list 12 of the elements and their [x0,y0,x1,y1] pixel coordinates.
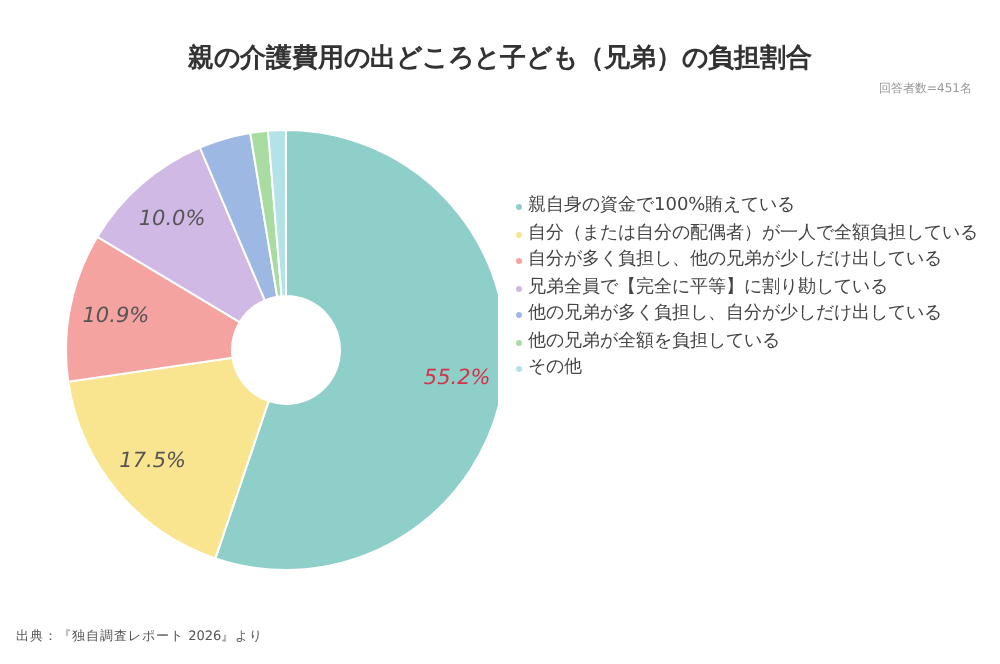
data-label: 17.5% [119,449,187,474]
legend-label: 親自身の資金で100%賄えている [528,194,796,220]
legend-label: その他 [528,356,582,382]
chart-title: 親の介護費用の出どころと子ども（兄弟）の負担割合 [185,41,814,76]
legend-label: 自分（または自分の配偶者）が一人で全額負担している [528,221,978,247]
data-label: 10.0% [138,207,206,232]
legend-label: 自分が多く負担し、他の兄弟が少しだけ出している [528,248,942,274]
data-label: 55.2% [423,366,491,391]
legend-label: 他の兄弟が全額を負担している [528,329,780,355]
legend-label: 兄弟全員で【完全に平等】に割り勘している [528,275,888,301]
legend-label: 他の兄弟が多く負担し、自分が少しだけ出している [528,302,942,328]
data-label: 10.9% [82,303,150,328]
